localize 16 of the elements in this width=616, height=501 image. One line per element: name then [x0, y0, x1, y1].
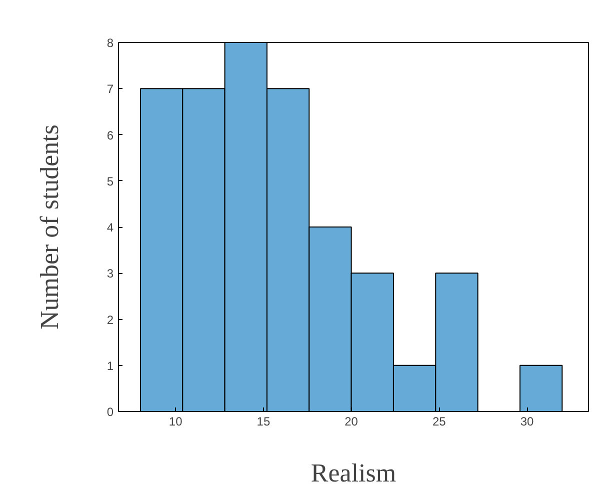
y-tick-label: 0	[106, 405, 114, 419]
x-tick-label: 30	[520, 414, 534, 428]
y-tick-label: 3	[106, 266, 114, 281]
y-tick-label: 5	[106, 174, 114, 188]
y-tick-label: 4	[106, 220, 114, 234]
y-tick-label: 2	[106, 312, 114, 327]
y-axis-title: Number of students	[34, 124, 64, 330]
y-tick-label: 7	[106, 82, 114, 96]
x-tick-label: 15	[256, 414, 270, 428]
y-tick-label: 6	[106, 128, 114, 142]
x-tick-label: 20	[344, 414, 358, 428]
x-axis-title: Realism	[310, 458, 396, 488]
x-tick-label: 10	[168, 414, 183, 428]
y-tick-label: 1	[106, 358, 114, 373]
x-tick-label: 25	[432, 414, 446, 428]
y-tick-label: 8	[106, 36, 114, 50]
